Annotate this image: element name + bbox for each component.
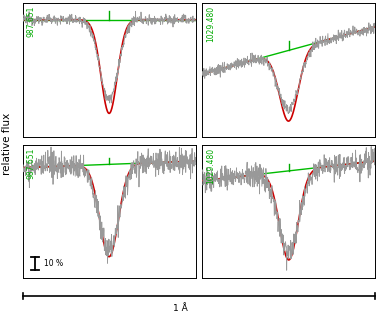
Text: 987.651: 987.651 [26,6,35,37]
Text: 10 %: 10 % [44,259,63,268]
Text: relative flux: relative flux [2,113,12,175]
Text: 1029.480: 1029.480 [206,6,215,42]
Text: 987.651: 987.651 [26,148,35,179]
Text: 1 Å: 1 Å [173,304,187,313]
Text: 1029.480: 1029.480 [206,148,215,184]
